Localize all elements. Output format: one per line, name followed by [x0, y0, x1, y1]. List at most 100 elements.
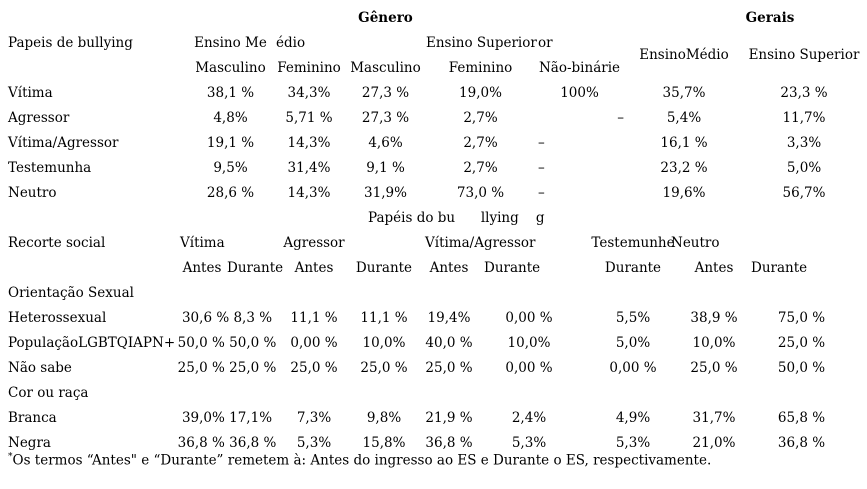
value-cell: 4,6%	[368, 134, 403, 151]
value-cell: 25,0 %	[425, 359, 473, 376]
row-label: Negra	[8, 434, 51, 451]
value-cell: 5,0%	[786, 159, 822, 176]
social-table-body: Orientação Sexual Heterossexual 30,6 % 8,3…	[8, 280, 864, 455]
table-row: Não sabe 25,0 % 25,0 % 25,0 % 25,0 % 25,0 % 0…	[8, 355, 864, 380]
value-cell: 34,3%	[287, 84, 331, 101]
value-cell: 75,0 %	[777, 309, 826, 326]
value-cell: 7,3%	[296, 409, 332, 426]
value-cell: 15,8%	[362, 434, 406, 451]
value-cell: 28,6 %	[206, 184, 255, 201]
feminino-em-header: Feminino	[277, 59, 341, 76]
antes-header-3: Antes	[429, 259, 469, 276]
table2-title-row: Papéis do bu llying g	[8, 205, 864, 230]
feminino-es-header: Feminino	[448, 59, 513, 76]
social-profile-table: Papéis do bu llying g Recorte social Vít…	[8, 205, 864, 455]
level-header-row: Papeis de bullying Ensino Me édio Ensino…	[8, 30, 864, 64]
agressor-group-header: Agressor	[283, 234, 345, 251]
value-cell: 11,7%	[782, 109, 826, 126]
value-cell: 3,3%	[786, 134, 822, 151]
value-cell: –	[538, 184, 545, 201]
row-label: Testemunha	[8, 159, 92, 176]
row-label: Vítima	[8, 84, 53, 101]
table-row: Vítima/Agressor 19,1 % 14,3% 4,6% 2,7% – 16,1 …	[8, 130, 864, 155]
ensino-medio-header-part2: édio	[276, 34, 306, 51]
value-cell: 73,0 %	[456, 184, 505, 201]
footnote-text: Os termos “Antes" e “Durante” remetem à:…	[12, 452, 712, 469]
value-cell: 0,00 %	[505, 309, 553, 326]
value-cell: 100%	[560, 84, 599, 101]
row-label: Branca	[8, 409, 57, 426]
table-row: Branca 39,0% 17,1% 7,3% 9,8% 21,9 % 2,4% 4,9% 3…	[8, 405, 864, 430]
value-cell: 5,4%	[666, 109, 702, 126]
value-cell: 23,2 %	[660, 159, 708, 176]
value-cell: 30,6 % 8,3 %	[181, 309, 273, 326]
category-row: Cor ou raça	[8, 380, 864, 405]
durante-header-4: Durante	[604, 259, 662, 276]
value-cell: 56,7%	[782, 184, 826, 201]
value-cell: 31,4%	[287, 159, 331, 176]
row-label: Neutro	[8, 184, 57, 201]
value-cell: 2,7%	[463, 109, 498, 126]
row-label: Agressor	[8, 109, 70, 126]
value-cell: 36,8 %	[777, 434, 826, 451]
antes-header-4: Antes	[694, 259, 734, 276]
value-cell: 11,1 %	[360, 309, 408, 326]
value-cell: 27,3 %	[361, 109, 410, 126]
value-cell: 14,3%	[287, 184, 331, 201]
value-cell: –	[538, 134, 545, 151]
value-cell: 10,0%	[507, 334, 551, 351]
papeis-do-bullying-title: Papéis do bu llying g	[368, 209, 545, 226]
value-cell: 5,71 %	[285, 109, 333, 126]
category-label: Orientação Sexual	[8, 284, 134, 301]
value-cell: 31,9%	[364, 184, 407, 201]
neutro-group-header: Neutro	[671, 234, 720, 251]
value-cell: 9,8%	[366, 409, 402, 426]
value-cell: 2,7%	[463, 134, 498, 151]
row-label: Não sabe	[8, 359, 72, 376]
value-cell: 16,1 %	[660, 134, 708, 151]
masculino-es-header: Masculino	[350, 59, 421, 76]
value-cell: 4,8%	[213, 109, 248, 126]
antes-header-1: Antes	[182, 259, 222, 276]
value-cell: 25,0 % 25,0 %	[177, 359, 277, 376]
value-cell: 14,3%	[287, 134, 331, 151]
value-cell: 10,0%	[362, 334, 406, 351]
value-cell: 5,3%	[615, 434, 651, 451]
value-cell: 0,00 %	[505, 359, 553, 376]
value-cell: –	[538, 159, 545, 176]
period-subheader-row: Antes Durante Antes Durante Antes Durant…	[8, 255, 864, 280]
value-cell: 38,9 %	[690, 309, 738, 326]
gerais-ensino-medio-header: EnsinoMédio	[639, 47, 729, 63]
footnote-marker: *	[8, 452, 13, 462]
value-cell: 19,4%	[427, 309, 471, 326]
value-cell: 10,0%	[692, 334, 736, 351]
value-cell: 35,7%	[662, 84, 706, 101]
value-cell: 25,0 %	[360, 359, 408, 376]
group-header-row: Gênero Gerais	[8, 5, 864, 30]
masculino-em-header: Masculino	[195, 59, 266, 76]
value-cell: 2,4%	[511, 409, 547, 426]
vitima-group-header: Vítima	[180, 234, 225, 251]
table-row: Testemunha 9,5% 31,4% 9,1 % 2,7% – 23,2 % 5,0%	[8, 155, 864, 180]
value-cell: 11,1 %	[290, 309, 338, 326]
table-row: Agressor 4,8% 5,71 % 27,3 % 2,7% – 5,4% 11,7%	[8, 105, 864, 130]
gerais-ensino-superior-header: Ensino Superior	[748, 47, 860, 63]
durante-header-2: Durante	[355, 259, 413, 276]
value-cell: 0,00 %	[290, 334, 338, 351]
antes-header-2: Antes	[294, 259, 334, 276]
value-cell: 23,3 %	[780, 84, 828, 101]
ensino-medio-header-part1: Ensino Me	[194, 34, 267, 51]
ensino-superior-header-part2: or	[538, 34, 553, 51]
value-cell: 27,3 %	[361, 84, 410, 101]
genero-header: Gênero	[358, 9, 413, 26]
ensino-superior-header-part1: Ensino Superior	[426, 34, 537, 51]
value-cell: 21,0%	[692, 434, 736, 451]
row-label: Heterossexual	[8, 309, 107, 326]
durante-header-1: Durante	[227, 259, 284, 276]
gerais-header: Gerais	[745, 9, 795, 26]
value-cell: 0,00 %	[609, 359, 657, 376]
durante-header-5: Durante	[751, 259, 808, 276]
value-cell: 21,9 %	[425, 409, 473, 426]
table-row: Negra 36,8 % 36,8 % 5,3% 15,8% 36,8 % 5,3% 5,3…	[8, 430, 864, 455]
footnote: *Os termos “Antes" e “Durante” remetem à…	[8, 452, 711, 469]
